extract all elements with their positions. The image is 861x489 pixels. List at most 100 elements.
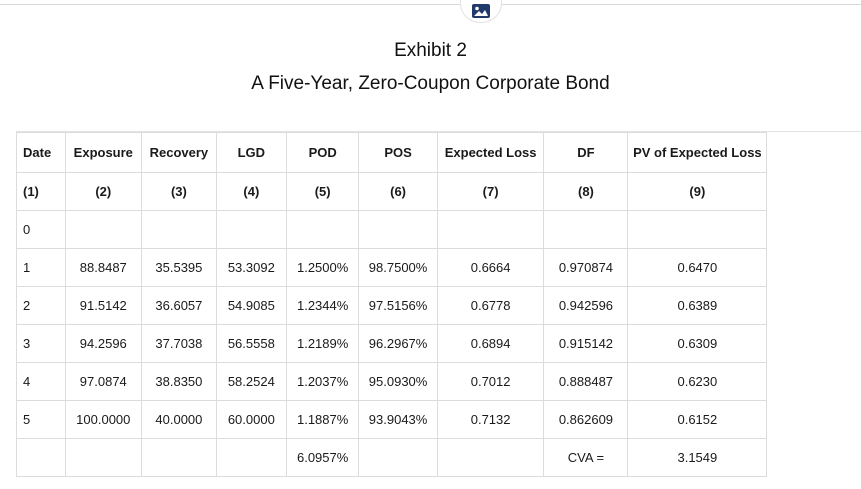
- table-cell: 91.5142: [64, 286, 143, 325]
- header-row: Date Exposure Recovery LGD POD POS Expec…: [16, 132, 861, 173]
- table-cell: 95.0930%: [358, 362, 438, 401]
- table-cell: [64, 438, 143, 477]
- table-cell: 1: [16, 248, 66, 287]
- table-cell: 0.7132: [436, 400, 545, 439]
- bond-table: Date Exposure Recovery LGD POD POS Expec…: [16, 132, 861, 477]
- header-cell: Recovery: [141, 132, 217, 173]
- table-cell: [627, 210, 768, 249]
- table-cell: 0.888487: [543, 362, 629, 401]
- table-cell: 93.9043%: [358, 400, 438, 439]
- table-cell: 0.942596: [543, 286, 629, 325]
- header-cell: POD: [285, 132, 360, 173]
- header-cell: Expected Loss: [436, 132, 545, 173]
- header-cell: Exposure: [64, 132, 143, 173]
- table-cell: 0.862609: [543, 400, 629, 439]
- table-cell: [141, 210, 217, 249]
- top-divider: [0, 4, 861, 5]
- table-cell: [215, 210, 287, 249]
- header-cell: POS: [358, 132, 438, 173]
- table-cell: 3: [16, 324, 66, 363]
- table-cell: 2: [16, 286, 66, 325]
- blank-cell: [766, 172, 861, 211]
- table-cell: 1.1887%: [285, 400, 360, 439]
- blank-cell: [766, 362, 861, 401]
- table-cell: [141, 438, 217, 477]
- table-row: 5 100.0000 40.0000 60.0000 1.1887% 93.90…: [16, 400, 861, 439]
- image-badge[interactable]: [460, 0, 502, 23]
- column-number-cell: (7): [436, 172, 545, 211]
- table-cell: 0.6664: [436, 248, 545, 287]
- table-row: 1 88.8487 35.5395 53.3092 1.2500% 98.750…: [16, 248, 861, 287]
- table-cell: [436, 210, 545, 249]
- blank-cell: [766, 438, 861, 477]
- table-cell: [285, 210, 360, 249]
- table-cell: 0.6230: [627, 362, 768, 401]
- table-cell: 0.7012: [436, 362, 545, 401]
- exhibit-label: Exhibit 2: [394, 40, 467, 61]
- table-cell: 0.6389: [627, 286, 768, 325]
- table-cell: [358, 210, 438, 249]
- table-cell: 0.6309: [627, 324, 768, 363]
- total-row: 6.0957% CVA = 3.1549: [16, 438, 861, 477]
- table-cell: 38.8350: [141, 362, 217, 401]
- column-number-row: (1) (2) (3) (4) (5) (6) (7) (8) (9): [16, 172, 861, 211]
- table-cell: 0.6152: [627, 400, 768, 439]
- table-cell: [358, 438, 438, 477]
- table-cell: 97.5156%: [358, 286, 438, 325]
- header-cell: DF: [543, 132, 629, 173]
- table-cell: 4: [16, 362, 66, 401]
- header-cell: PV of Expected Loss: [627, 132, 768, 173]
- table-cell: 1.2189%: [285, 324, 360, 363]
- header-cell: Date: [16, 132, 66, 173]
- table-cell: 0.6894: [436, 324, 545, 363]
- header-cell: LGD: [215, 132, 287, 173]
- bond-table-container: Date Exposure Recovery LGD POD POS Expec…: [16, 131, 861, 477]
- table-cell: 56.5558: [215, 324, 287, 363]
- table-cell: 1.2344%: [285, 286, 360, 325]
- table-cell: 40.0000: [141, 400, 217, 439]
- table-cell: 36.6057: [141, 286, 217, 325]
- table-cell: [64, 210, 143, 249]
- table-cell: [215, 438, 287, 477]
- table-cell: 94.2596: [64, 324, 143, 363]
- total-pod-cell: 6.0957%: [285, 438, 360, 477]
- table-cell: 58.2524: [215, 362, 287, 401]
- table-cell: 1.2037%: [285, 362, 360, 401]
- table-cell: 88.8487: [64, 248, 143, 287]
- blank-cell: [766, 324, 861, 363]
- table-cell: 0: [16, 210, 66, 249]
- table-cell: 5: [16, 400, 66, 439]
- blank-cell: [766, 210, 861, 249]
- table-cell: 98.7500%: [358, 248, 438, 287]
- column-number-cell: (8): [543, 172, 629, 211]
- table-cell: 97.0874: [64, 362, 143, 401]
- column-number-cell: (1): [16, 172, 66, 211]
- blank-cell: [766, 400, 861, 439]
- table-cell: 0.915142: [543, 324, 629, 363]
- column-number-cell: (6): [358, 172, 438, 211]
- table-cell: 1.2500%: [285, 248, 360, 287]
- blank-cell: [766, 248, 861, 287]
- column-number-cell: (9): [627, 172, 768, 211]
- table-cell: 0.970874: [543, 248, 629, 287]
- table-cell: 54.9085: [215, 286, 287, 325]
- table-row: 0: [16, 210, 861, 249]
- table-cell: 37.7038: [141, 324, 217, 363]
- blank-cell: [766, 132, 861, 173]
- table-row: 3 94.2596 37.7038 56.5558 1.2189% 96.296…: [16, 324, 861, 363]
- table-cell: 100.0000: [64, 400, 143, 439]
- table-row: 4 97.0874 38.8350 58.2524 1.2037% 95.093…: [16, 362, 861, 401]
- table-cell: [436, 438, 545, 477]
- table-cell: 60.0000: [215, 400, 287, 439]
- column-number-cell: (3): [141, 172, 217, 211]
- table-cell: 53.3092: [215, 248, 287, 287]
- table-cell: 0.6778: [436, 286, 545, 325]
- blank-cell: [766, 286, 861, 325]
- table-cell: 0.6470: [627, 248, 768, 287]
- cva-label-cell: CVA =: [543, 438, 629, 477]
- column-number-cell: (2): [64, 172, 143, 211]
- image-icon: [472, 4, 490, 18]
- table-cell: 96.2967%: [358, 324, 438, 363]
- table-cell: [543, 210, 629, 249]
- exhibit-title: A Five-Year, Zero-Coupon Corporate Bond: [251, 73, 610, 94]
